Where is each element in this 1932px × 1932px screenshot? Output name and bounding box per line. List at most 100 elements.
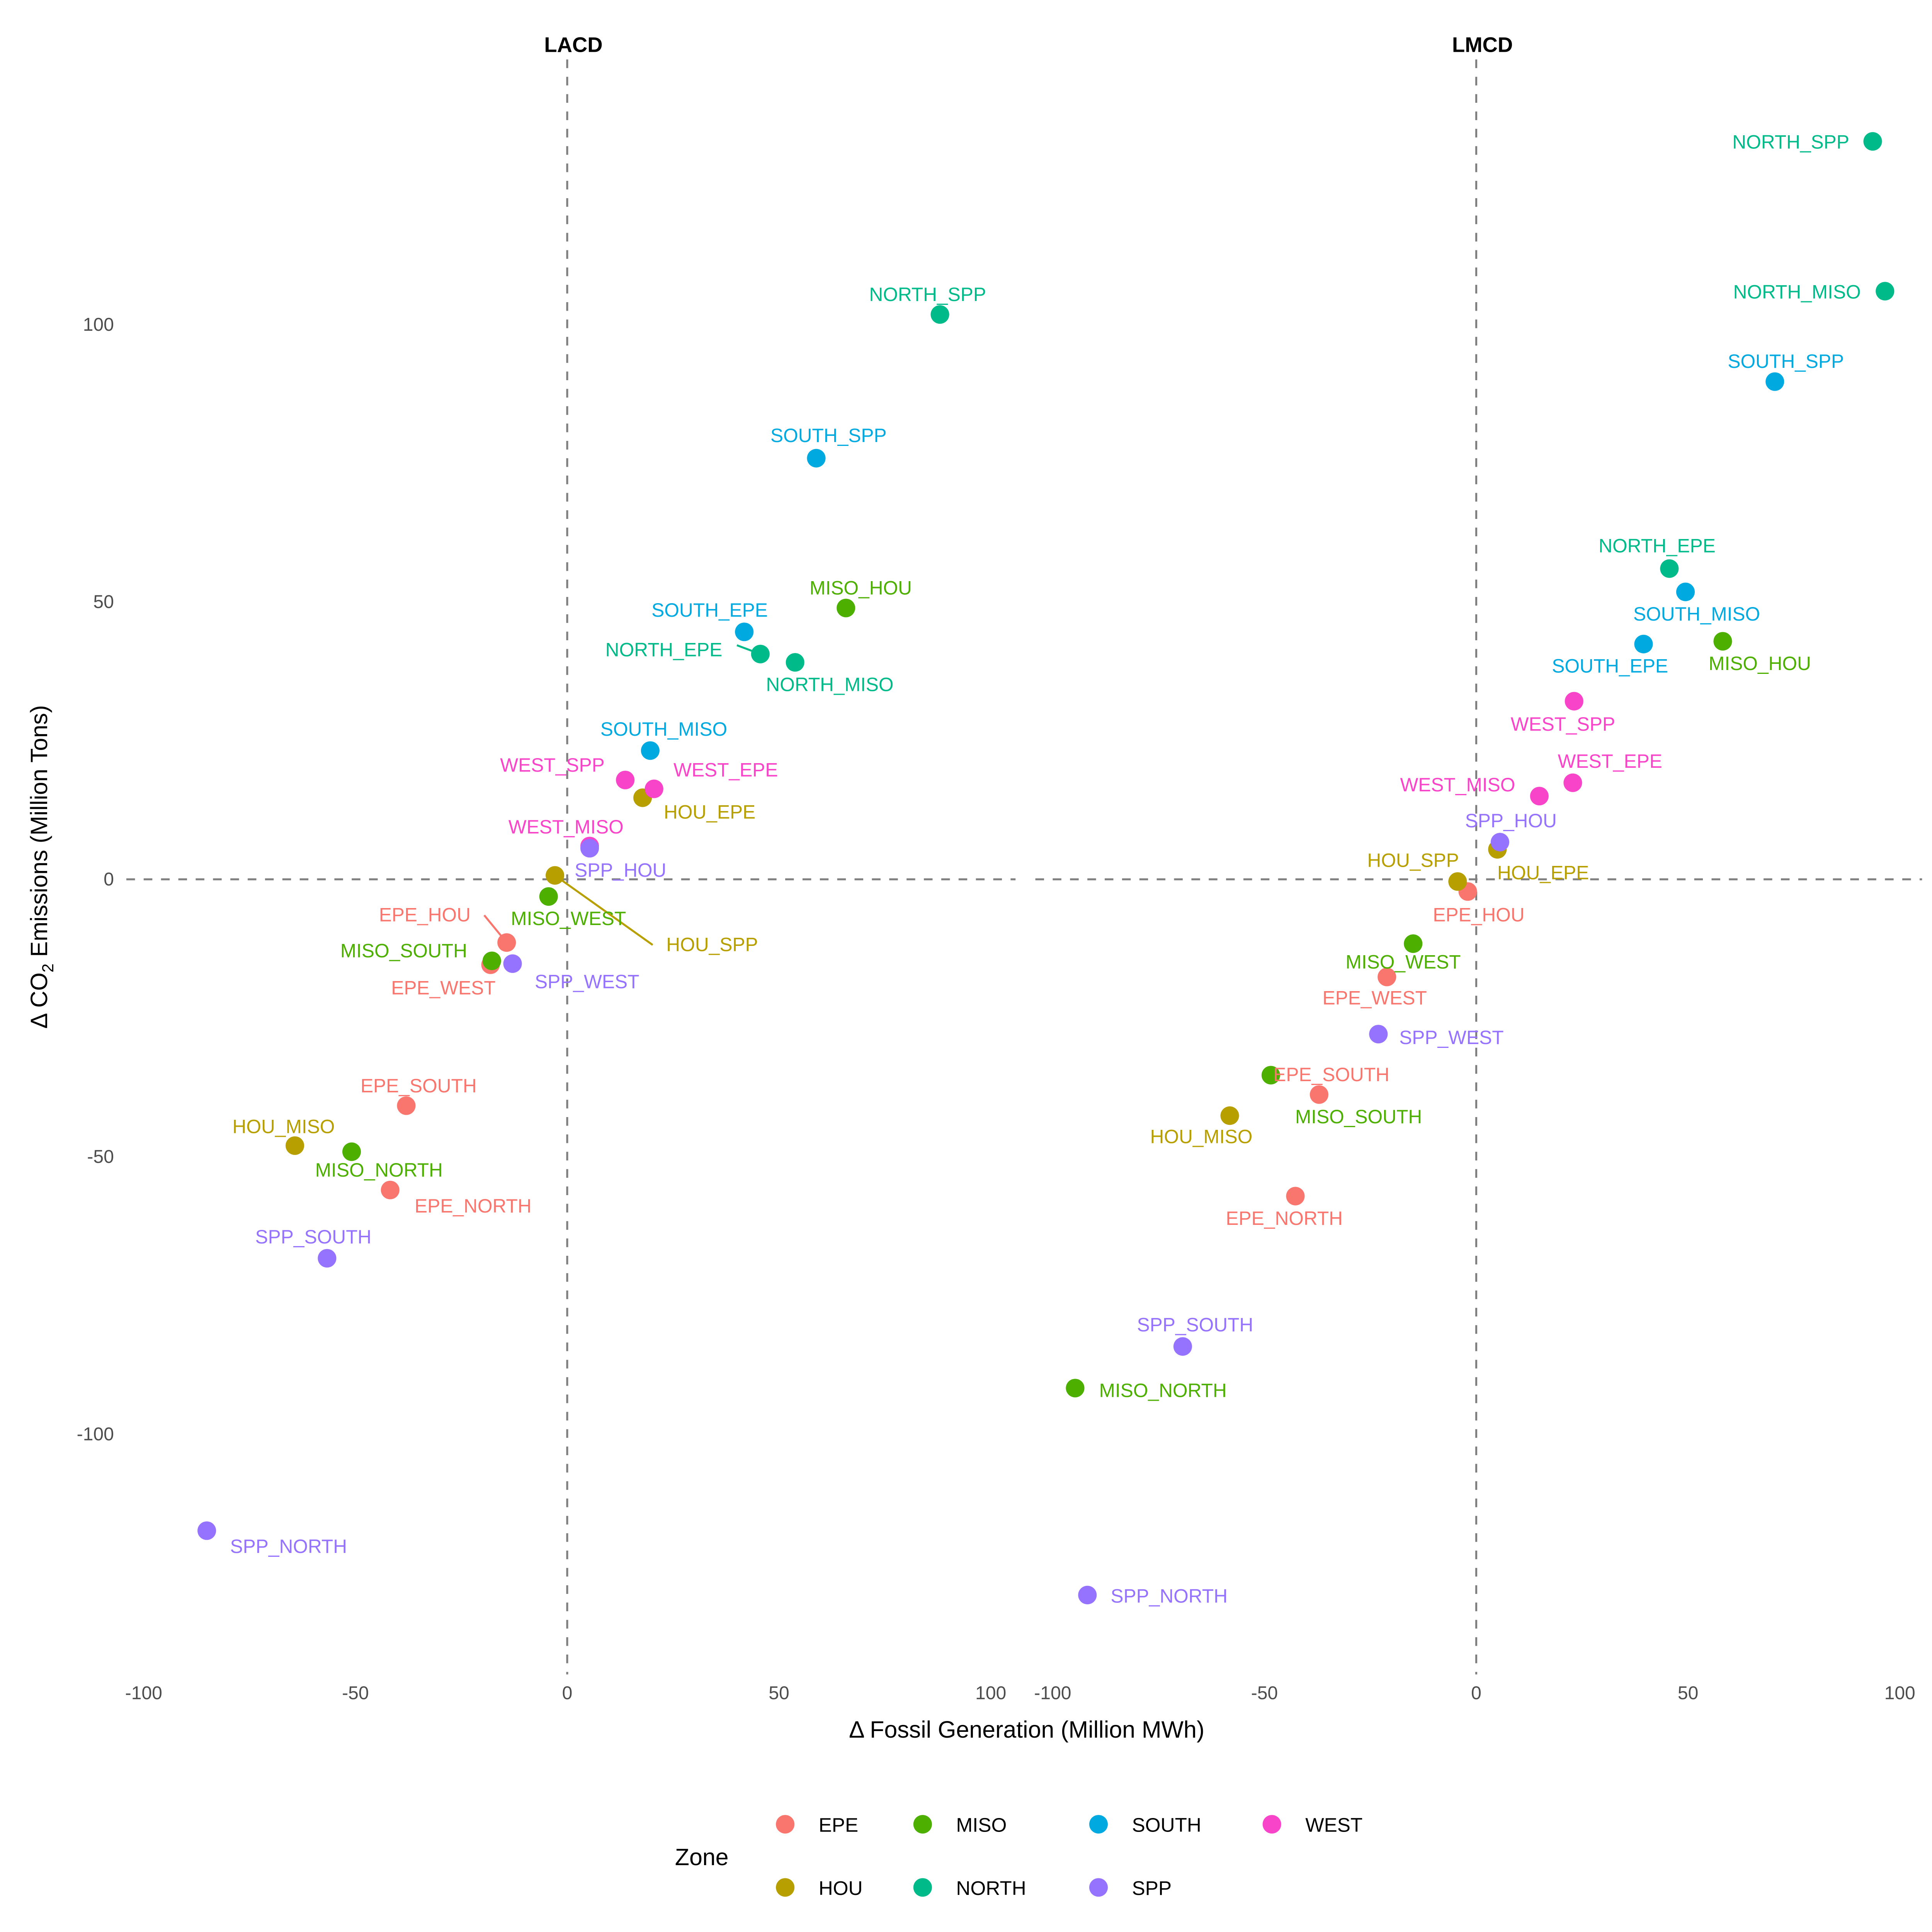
data-point-miso-south [1261, 1066, 1280, 1085]
y-axis-title: Δ CO2 Emissions (Million Tons) [26, 705, 57, 1029]
y-tick-label: 0 [104, 869, 114, 890]
point-label: HOU_EPE [664, 801, 755, 823]
data-point-west-miso [1530, 787, 1549, 806]
legend-key [1089, 1815, 1108, 1834]
legend-key [1089, 1878, 1108, 1897]
data-point-north-spp [930, 305, 949, 324]
point-label: HOU_MISO [233, 1116, 335, 1138]
legend-label: MISO [956, 1814, 1007, 1836]
data-point-epe-north [1286, 1187, 1305, 1206]
point-label: MISO_NORTH [1099, 1379, 1227, 1401]
point-label: SPP_NORTH [230, 1536, 347, 1557]
point-label: EPE_WEST [1322, 987, 1427, 1009]
data-point-miso-south [482, 951, 501, 970]
point-label: EPE_WEST [391, 977, 495, 999]
point-label: WEST_EPE [1558, 750, 1662, 772]
data-point-miso-west [1404, 934, 1423, 953]
legend-key [913, 1815, 932, 1834]
x-tick-label: 100 [975, 1682, 1006, 1703]
x-tick-label: -50 [1251, 1682, 1278, 1703]
point-label: MISO_HOU [1709, 653, 1811, 674]
x-tick-label: 0 [562, 1682, 573, 1703]
data-point-north-miso [786, 653, 804, 672]
data-point-miso-west [539, 887, 558, 906]
legend-label: EPE [819, 1814, 859, 1836]
label-leader-line [554, 874, 653, 946]
point-label: NORTH_MISO [766, 673, 893, 695]
point-label: SPP_SOUTH [1137, 1314, 1253, 1336]
data-point-epe-west [1378, 968, 1396, 986]
point-label: EPE_SOUTH [361, 1075, 477, 1097]
data-point-hou-miso [1220, 1106, 1239, 1125]
data-point-south-miso [641, 741, 660, 760]
point-label: MISO_SOUTH [1295, 1106, 1422, 1128]
legend: Zone EPE HOU MISO NORTH SOUTH SPP WEST [675, 1814, 1363, 1899]
x-tick-label: -50 [342, 1682, 369, 1703]
point-label: SOUTH_SPP [770, 425, 887, 446]
point-label: WEST_EPE [673, 759, 778, 781]
legend-item-hou: HOU [776, 1877, 863, 1899]
data-point-hou-spp [1448, 872, 1467, 891]
point-label: NORTH_EPE [605, 639, 723, 661]
point-label: EPE_HOU [379, 904, 471, 926]
data-point-spp-north [1078, 1585, 1097, 1604]
legend-label: HOU [819, 1877, 863, 1899]
point-label: EPE_NORTH [415, 1195, 532, 1217]
data-point-south-spp [1765, 372, 1784, 391]
point-label: MISO_WEST [1345, 951, 1461, 973]
data-point-south-spp [807, 449, 826, 468]
point-label: MISO_HOU [810, 577, 912, 599]
point-label: HOU_SPP [666, 934, 758, 956]
x-tick-label: 50 [769, 1682, 789, 1703]
point-label: SPP_SOUTH [255, 1226, 372, 1248]
x-tick-label: 0 [1471, 1682, 1481, 1703]
point-label: SOUTH_MISO [1633, 603, 1760, 625]
point-label: WEST_MISO [1400, 774, 1515, 796]
legend-title: Zone [675, 1844, 729, 1870]
point-label: HOU_EPE [1497, 862, 1589, 884]
x-tick-label: 50 [1678, 1682, 1698, 1703]
data-point-spp-hou [580, 839, 599, 858]
point-label: SPP_WEST [535, 971, 639, 993]
data-point-south-miso [1676, 582, 1695, 601]
data-point-spp-west [1369, 1025, 1388, 1044]
point-label: MISO_SOUTH [340, 940, 467, 962]
data-point-epe-south [1310, 1085, 1328, 1104]
point-label: SPP_WEST [1399, 1027, 1503, 1048]
point-label: HOU_MISO [1150, 1126, 1253, 1147]
legend-key [1262, 1815, 1281, 1834]
panel-lacd: LACD -100 -50 0 50 100 -100 -50 0 50 100 EPE_HOU EPE… [77, 33, 1016, 1703]
data-point-epe-hou [497, 933, 516, 952]
legend-label: SOUTH [1132, 1814, 1201, 1836]
x-axis-title: Δ Fossil Generation (Million MWh) [849, 1716, 1204, 1743]
point-label: NORTH_SPP [869, 284, 986, 305]
point-label: NORTH_SPP [1732, 131, 1849, 153]
data-point-spp-west [503, 954, 522, 973]
data-point-north-miso [1876, 282, 1895, 301]
data-point-epe-north [381, 1180, 400, 1199]
legend-label: WEST [1305, 1814, 1362, 1836]
y-tick-label: -50 [87, 1146, 114, 1167]
point-label: SOUTH_MISO [600, 718, 727, 740]
point-label: WEST_SPP [1511, 713, 1615, 735]
point-label: SOUTH_SPP [1728, 350, 1844, 372]
data-point-spp-south [318, 1249, 337, 1268]
data-point-miso-hou [837, 599, 855, 617]
legend-key [776, 1878, 795, 1897]
data-point-spp-hou [1490, 833, 1509, 852]
data-point-miso-north [1066, 1379, 1085, 1398]
point-label: SPP_HOU [575, 859, 666, 881]
point-label: EPE_HOU [1433, 904, 1524, 926]
data-point-hou-spp [546, 866, 565, 885]
legend-item-miso: MISO [913, 1814, 1007, 1836]
panel-title: LMCD [1452, 33, 1513, 57]
data-point-west-spp [616, 770, 635, 789]
legend-item-spp: SPP [1089, 1877, 1172, 1899]
legend-item-epe: EPE [776, 1814, 858, 1836]
point-label: HOU_SPP [1367, 850, 1459, 871]
y-tick-label: 50 [93, 592, 114, 612]
data-point-west-epe [645, 779, 663, 798]
legend-item-south: SOUTH [1089, 1814, 1201, 1836]
point-label: SOUTH_EPE [651, 599, 768, 621]
data-point-spp-north [197, 1521, 216, 1540]
